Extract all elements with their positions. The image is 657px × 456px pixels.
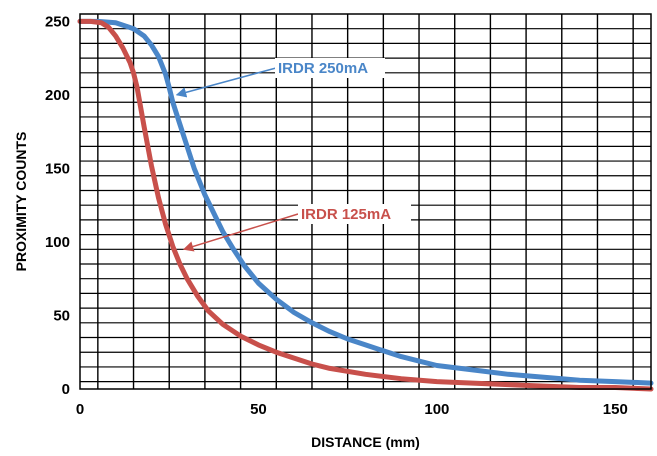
y-tick-label: 100 [45, 234, 70, 251]
x-tick-label: 0 [76, 401, 84, 418]
x-axis-title: DISTANCE (mm) [311, 434, 420, 450]
y-tick-label: 150 [45, 160, 70, 177]
annotation-label: IRDR 125mA [301, 206, 391, 223]
x-tick-label: 50 [250, 401, 267, 418]
annotation-arrow [175, 67, 277, 98]
x-tick-label: 150 [603, 401, 628, 418]
plot-frame [79, 13, 652, 390]
y-axis-title: PROXIMITY COUNTS [13, 132, 29, 272]
annotation-label-bg [275, 58, 385, 78]
annotation-label: IRDR 250mA [278, 60, 368, 77]
series-line-irdr-125ma [77, 18, 654, 392]
series-line-irdr-250ma [77, 18, 654, 386]
x-tick-label: 100 [424, 401, 449, 418]
y-tick-label: 250 [45, 13, 70, 30]
annotation-label-bg [298, 204, 411, 224]
series-lines [77, 18, 654, 392]
tick-labels: 0 50 100 150 0 50 100 150 200 250 [45, 13, 628, 418]
y-tick-label: 0 [62, 381, 70, 398]
y-tick-label: 50 [53, 307, 70, 324]
annotations: IRDR 250mA IRDR 125mA [175, 58, 411, 252]
y-tick-label: 200 [45, 87, 70, 104]
annotation-arrow [182, 213, 299, 252]
